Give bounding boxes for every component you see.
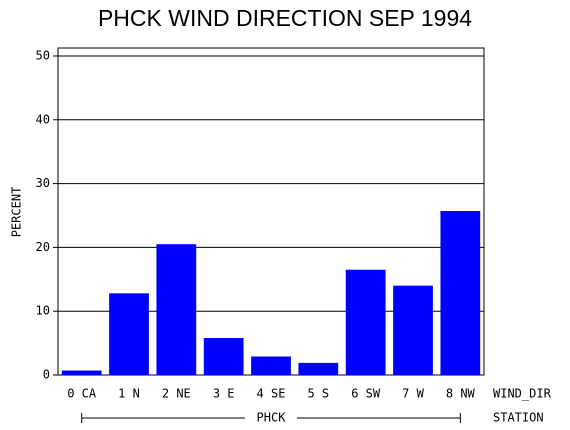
x-tick-label: 3 E [213, 387, 235, 401]
x-tick-label: 0 CA [67, 387, 97, 401]
y-tick-label: 50 [36, 48, 50, 62]
chart-title: PHCK WIND DIRECTION SEP 1994 [98, 5, 472, 31]
bar [345, 269, 386, 375]
x-tick-label: 1 N [118, 387, 140, 401]
bar [251, 356, 291, 375]
y-tick-label: 10 [36, 304, 50, 318]
bar [156, 244, 197, 375]
bar [298, 362, 339, 375]
bar [61, 370, 102, 375]
x-tick-label: 7 W [402, 387, 424, 401]
group-axis-label: STATION [493, 411, 544, 425]
x-tick-label: 5 S [307, 387, 329, 401]
group-label: PHCK [257, 411, 287, 425]
y-tick-label: 40 [36, 112, 50, 126]
bar [440, 211, 481, 375]
y-axis-label: PERCENT [10, 187, 24, 238]
y-tick-label: 20 [36, 240, 50, 254]
y-tick-label: 0 [43, 368, 50, 382]
bar [109, 293, 149, 375]
x-tick-label: 6 SW [351, 387, 381, 401]
y-tick-label: 30 [36, 176, 50, 190]
x-axis-label: WIND_DIR [493, 387, 552, 401]
bar [393, 285, 433, 375]
x-tick-label: 2 NE [162, 387, 191, 401]
bar [203, 337, 244, 375]
x-tick-label: 8 NW [446, 387, 476, 401]
x-tick-label: 4 SE [257, 387, 286, 401]
